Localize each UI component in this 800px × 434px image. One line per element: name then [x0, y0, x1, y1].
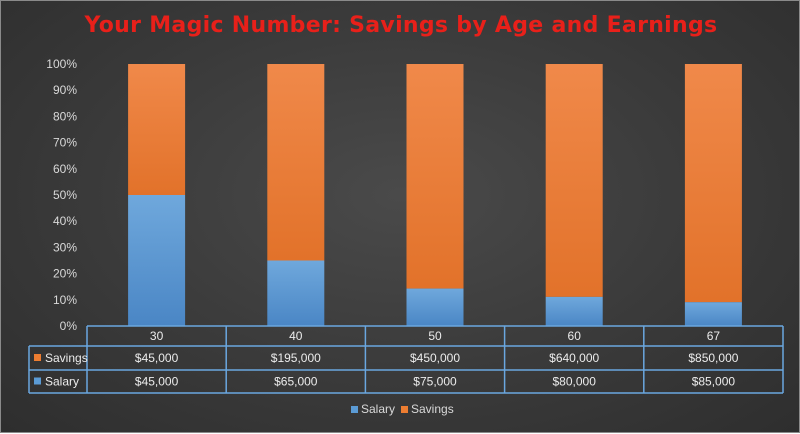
y-tick-label: 30% — [53, 240, 77, 254]
legend-swatch-savings — [401, 406, 408, 413]
table-cell-value: $45,000 — [135, 375, 179, 389]
y-tick-label: 100% — [46, 57, 77, 71]
bar-savings — [545, 64, 603, 297]
y-tick-label: 40% — [53, 214, 77, 228]
bar-savings — [406, 64, 464, 289]
table-cell-value: $195,000 — [271, 351, 321, 365]
y-tick-label: 10% — [53, 293, 77, 307]
bar-savings — [267, 64, 325, 261]
x-category-label: 50 — [428, 329, 442, 343]
table-cell-value: $75,000 — [413, 375, 457, 389]
bar-salary — [684, 302, 742, 326]
table-cell-value: $450,000 — [410, 351, 460, 365]
table-row-label: Savings — [45, 351, 88, 365]
table-cell-value: $85,000 — [692, 375, 736, 389]
table-cell-value: $65,000 — [274, 375, 318, 389]
x-category-label: 67 — [707, 329, 721, 343]
y-tick-label: 50% — [53, 188, 77, 202]
chart-title: Your Magic Number: Savings by Age and Ea… — [84, 13, 718, 38]
x-category-label: 30 — [150, 329, 164, 343]
table-cell-value: $45,000 — [135, 351, 179, 365]
bar-savings — [684, 64, 742, 303]
bar-salary — [128, 195, 186, 326]
y-tick-label: 20% — [53, 267, 77, 281]
y-tick-label: 0% — [60, 319, 78, 333]
bar-salary — [267, 260, 325, 326]
table-row-label: Salary — [45, 375, 79, 389]
x-category-label: 60 — [568, 329, 582, 343]
y-tick-label: 70% — [53, 136, 77, 150]
y-tick-label: 60% — [53, 162, 77, 176]
table-cell-value: $80,000 — [553, 375, 597, 389]
y-tick-label: 90% — [53, 83, 77, 97]
legend-key-salary — [34, 377, 41, 385]
y-tick-label: 80% — [53, 109, 77, 123]
legend-label-salary: Salary — [361, 402, 395, 416]
legend-swatch-salary — [351, 406, 358, 413]
x-category-label: 40 — [289, 329, 303, 343]
legend-label-savings: Savings — [411, 402, 454, 416]
table-cell-value: $850,000 — [688, 351, 738, 365]
bar-salary — [406, 288, 464, 326]
bar-savings — [128, 64, 186, 195]
bar-salary — [545, 296, 603, 326]
legend-key-savings — [34, 354, 41, 361]
table-cell-value: $640,000 — [549, 351, 599, 365]
